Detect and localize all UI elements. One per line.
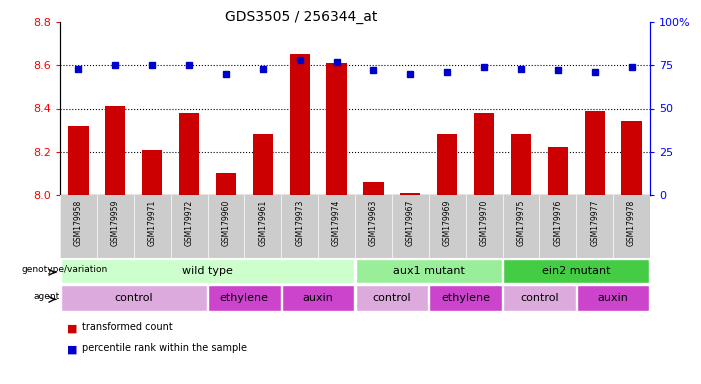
Text: ■: ■ xyxy=(67,345,78,355)
Bar xyxy=(355,259,502,283)
Text: GSM179972: GSM179972 xyxy=(184,200,193,246)
Bar xyxy=(327,63,347,195)
Bar xyxy=(252,134,273,195)
Bar xyxy=(179,113,199,195)
Bar xyxy=(60,259,355,283)
Bar xyxy=(355,285,428,311)
Text: ethylene: ethylene xyxy=(441,293,490,303)
Text: GSM179961: GSM179961 xyxy=(258,200,267,246)
Text: GSM179958: GSM179958 xyxy=(74,200,83,246)
Bar xyxy=(68,126,88,195)
Text: ethylene: ethylene xyxy=(220,293,269,303)
Text: GDS3505 / 256344_at: GDS3505 / 256344_at xyxy=(225,10,378,23)
Bar xyxy=(60,285,207,311)
Text: transformed count: transformed count xyxy=(83,322,173,332)
Text: GSM179971: GSM179971 xyxy=(148,200,157,246)
Text: auxin: auxin xyxy=(598,293,629,303)
Text: GSM179973: GSM179973 xyxy=(295,200,304,247)
Text: GSM179960: GSM179960 xyxy=(222,200,231,247)
Bar xyxy=(142,150,163,195)
Bar xyxy=(437,134,457,195)
Text: GSM179978: GSM179978 xyxy=(627,200,636,246)
Bar xyxy=(585,111,605,195)
Text: agent: agent xyxy=(33,292,60,301)
Bar xyxy=(400,193,421,195)
Text: GSM179976: GSM179976 xyxy=(553,200,562,247)
Text: control: control xyxy=(520,293,559,303)
Text: GSM179975: GSM179975 xyxy=(517,200,526,247)
Text: aux1 mutant: aux1 mutant xyxy=(393,266,465,276)
Bar xyxy=(511,134,531,195)
Bar xyxy=(547,147,568,195)
Text: ein2 mutant: ein2 mutant xyxy=(542,266,611,276)
Bar xyxy=(577,285,649,311)
Text: genotype/variation: genotype/variation xyxy=(21,265,107,274)
Bar xyxy=(290,55,310,195)
Bar xyxy=(503,285,576,311)
Text: GSM179967: GSM179967 xyxy=(406,200,415,247)
Bar xyxy=(503,259,649,283)
Bar xyxy=(216,173,236,195)
Text: control: control xyxy=(114,293,153,303)
Bar xyxy=(621,121,641,195)
Text: GSM179970: GSM179970 xyxy=(479,200,489,247)
Text: percentile rank within the sample: percentile rank within the sample xyxy=(83,343,247,353)
Bar xyxy=(363,182,383,195)
Bar xyxy=(60,195,650,258)
Bar xyxy=(105,106,125,195)
Text: GSM179977: GSM179977 xyxy=(590,200,599,247)
Text: GSM179963: GSM179963 xyxy=(369,200,378,247)
Text: GSM179959: GSM179959 xyxy=(111,200,120,247)
Bar xyxy=(208,285,280,311)
Text: wild type: wild type xyxy=(182,266,233,276)
Bar xyxy=(282,285,355,311)
Text: ■: ■ xyxy=(67,324,78,334)
Text: GSM179969: GSM179969 xyxy=(443,200,451,247)
Bar xyxy=(474,113,494,195)
Text: auxin: auxin xyxy=(303,293,334,303)
Bar xyxy=(429,285,502,311)
Text: control: control xyxy=(372,293,411,303)
Text: GSM179974: GSM179974 xyxy=(332,200,341,247)
